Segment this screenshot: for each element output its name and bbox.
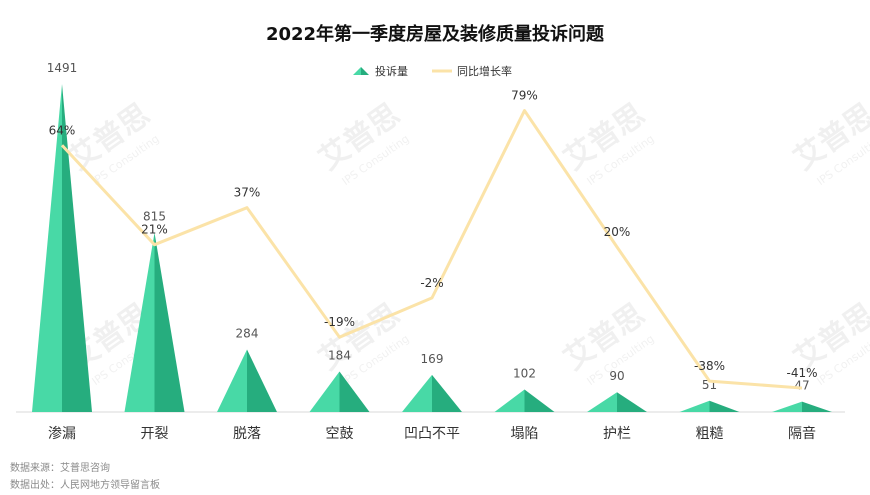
source-note: 数据来源：艾普思咨询 (10, 463, 110, 474)
bar-face-light (402, 374, 432, 412)
bar-value-label: 169 (421, 352, 444, 366)
chart-title: 2022年第一季度房屋及装修质量投诉问题 (265, 24, 605, 45)
bar-face-dark (62, 83, 92, 412)
bar-face-dark (154, 232, 185, 412)
x-tick-label: 粗糙 (696, 426, 724, 442)
x-tick-label: 凹凸不平 (404, 426, 460, 442)
bar-face-dark (339, 371, 370, 412)
bar-value-label: 284 (236, 327, 259, 341)
bar-凹凸不平[interactable] (402, 374, 462, 412)
growth-value-label: 64% (49, 123, 76, 137)
bar-塌陷[interactable] (494, 389, 555, 412)
bar-face-dark (432, 374, 462, 412)
bar-face-light (494, 389, 525, 412)
x-tick-label: 隔音 (788, 425, 816, 442)
growth-value-label: -41% (786, 366, 817, 380)
bar-face-light (772, 401, 802, 412)
x-tick-label: 脱落 (233, 426, 261, 442)
x-tick-label: 塌陷 (511, 426, 539, 442)
bar-face-dark (247, 349, 277, 412)
bar-护栏[interactable] (587, 392, 647, 412)
bar-face-dark (709, 400, 740, 412)
growth-value-label: 37% (234, 186, 261, 200)
bar-脱落[interactable] (217, 349, 277, 412)
legend-label-complaints: 投诉量 (375, 64, 408, 78)
growth-value-label: 21% (141, 223, 168, 237)
bar-value-label: 815 (143, 210, 166, 224)
bar-空鼓[interactable] (309, 371, 370, 412)
bar-face-light (587, 392, 617, 412)
growth-value-label: 20% (604, 225, 631, 239)
svg-text:艾普思: 艾普思 (788, 97, 870, 177)
legend-swatch-bar (353, 67, 361, 75)
bar-face-dark (802, 401, 832, 412)
bar-value-label: 102 (513, 367, 536, 381)
bar-渗漏[interactable] (32, 83, 92, 412)
legend-item-complaints[interactable]: 投诉量 (353, 64, 408, 78)
growth-value-label: 79% (511, 89, 538, 103)
x-tick-label: 渗漏 (48, 426, 76, 442)
growth-rate-line[interactable] (60, 109, 803, 390)
legend-item-growth[interactable]: 同比增长率 (432, 64, 512, 78)
bar-value-label: 1491 (47, 61, 78, 75)
legend-swatch-bar-shade (361, 67, 369, 75)
bar-粗糙[interactable] (679, 400, 740, 412)
bar-隔音[interactable] (772, 401, 832, 412)
chart-legend: 投诉量 同比增长率 (353, 64, 512, 78)
bar-face-light (32, 83, 62, 412)
bar-开裂[interactable] (124, 232, 185, 412)
bar-face-light (124, 232, 155, 412)
bar-value-label: 184 (328, 349, 351, 363)
growth-value-label: -2% (420, 276, 443, 290)
growth-value-label: -38% (694, 359, 725, 373)
bar-value-label: 90 (609, 369, 624, 383)
bar-face-dark (617, 392, 647, 412)
legend-label-growth: 同比增长率 (457, 64, 512, 78)
bar-face-light (309, 371, 340, 412)
bar-face-dark (524, 389, 555, 412)
bar-face-light (679, 400, 710, 412)
origin-note: 数据出处：人民网地方领导留言板 (10, 480, 160, 491)
bar-value-label: 47 (794, 379, 809, 393)
bar-face-light (217, 349, 247, 412)
growth-value-label: -19% (324, 315, 355, 329)
x-tick-label: 空鼓 (326, 426, 354, 442)
x-tick-label: 护栏 (603, 426, 631, 442)
x-tick-label: 开裂 (141, 426, 169, 442)
